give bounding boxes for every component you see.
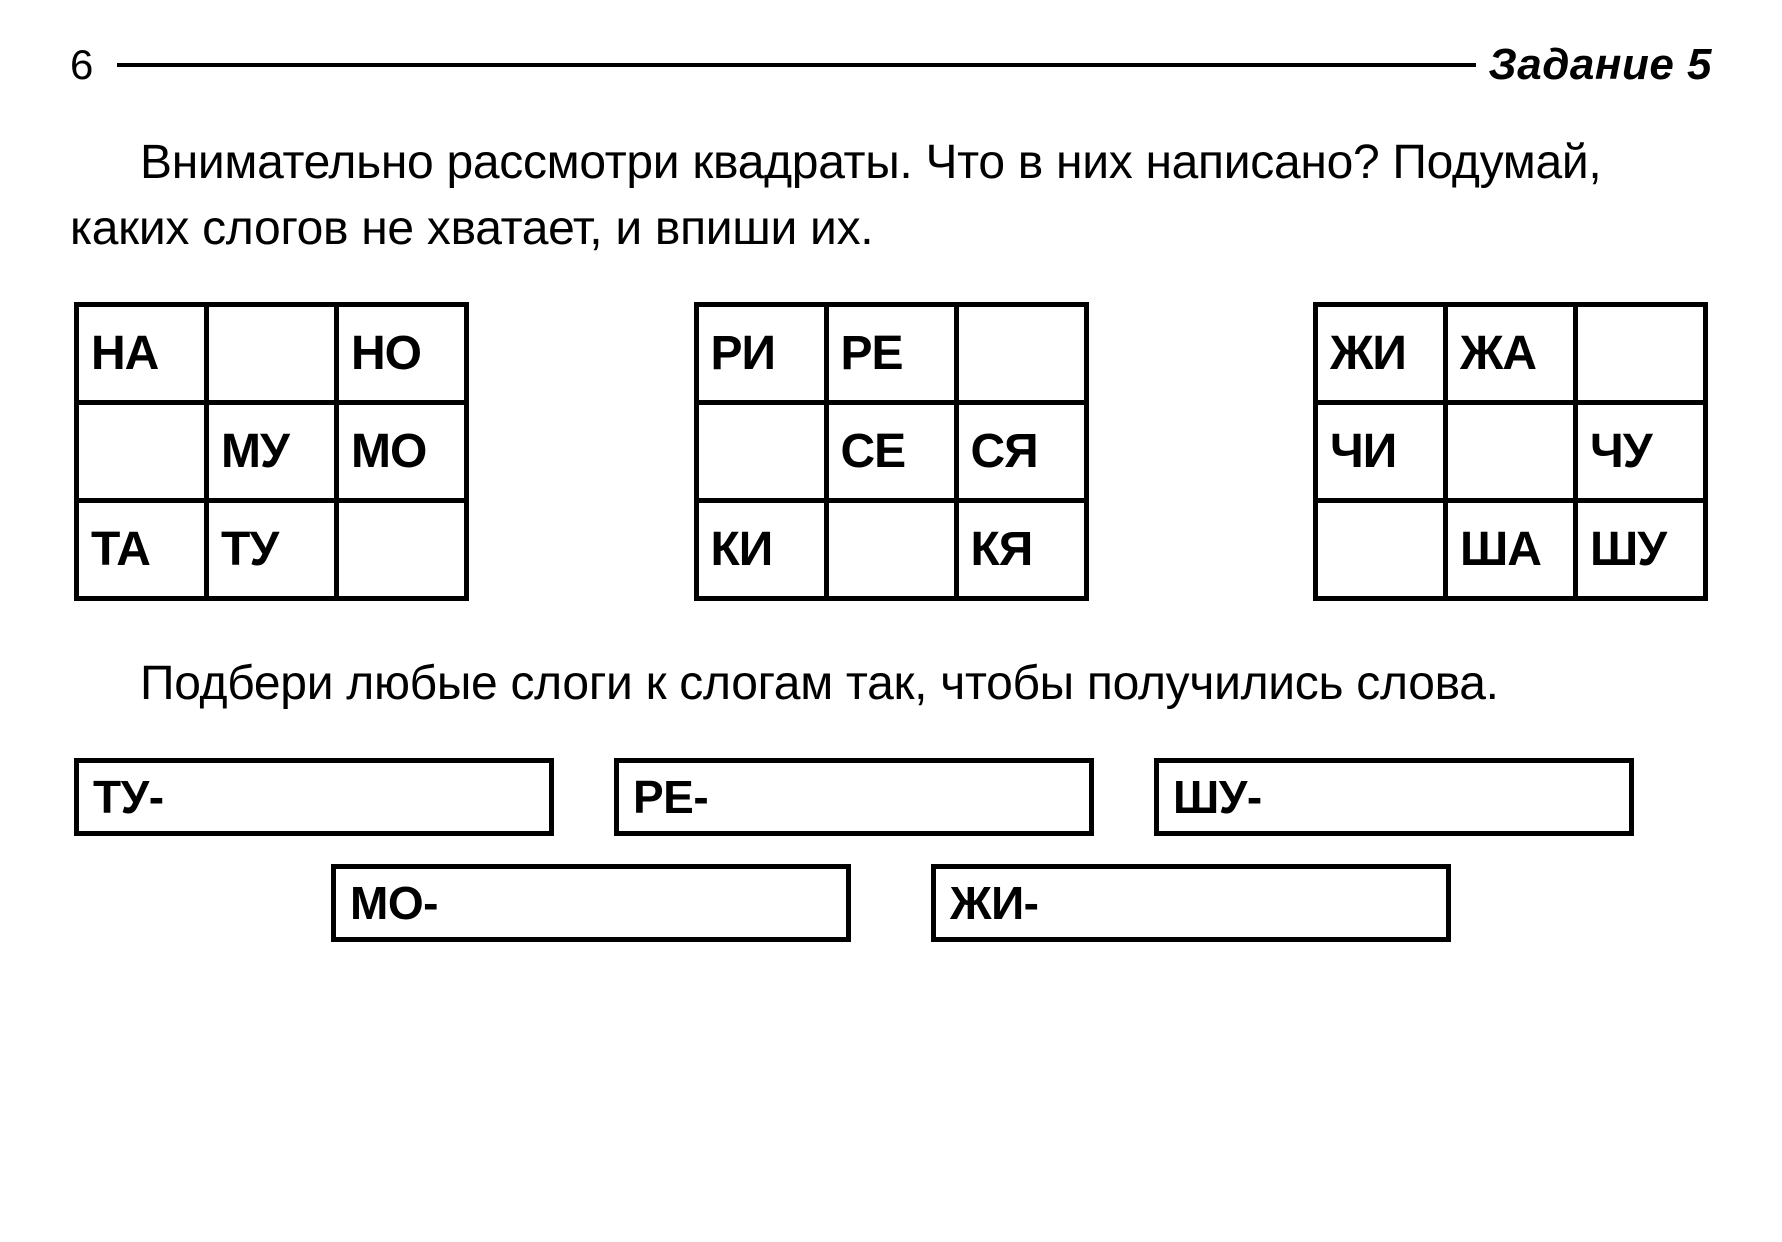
word-boxes-container: ТУ- РЕ- ШУ- МО- ЖИ- xyxy=(70,758,1712,942)
grid-cell[interactable]: ШУ xyxy=(1576,501,1706,599)
word-box[interactable]: ТУ- xyxy=(74,758,554,836)
grid-cell[interactable]: КЯ xyxy=(956,501,1086,599)
page-header: 6 Задание 5 xyxy=(70,40,1712,90)
grid-cell[interactable]: ЖИ xyxy=(1316,305,1446,403)
grid-cell[interactable]: ТУ xyxy=(207,501,337,599)
grid-cell[interactable]: МУ xyxy=(207,403,337,501)
instruction-1: Внимательно рассмотри квадраты. Что в ни… xyxy=(70,130,1712,262)
grid-cell[interactable]: СЕ xyxy=(826,403,956,501)
instruction-2-text: Подбери любые слоги к слогам так, чтобы … xyxy=(140,657,1499,710)
syllable-grid-1: НА НО МУ МО ТА ТУ xyxy=(74,302,469,601)
syllable-grid-2: РИ РЕ СЕ СЯ КИ КЯ xyxy=(694,302,1089,601)
grid-cell[interactable]: ЧИ xyxy=(1316,403,1446,501)
task-label: Задание 5 xyxy=(1488,40,1712,90)
grid-cell[interactable] xyxy=(696,403,826,501)
grid-cell[interactable] xyxy=(77,403,207,501)
grids-container: НА НО МУ МО ТА ТУ РИ РЕ xyxy=(70,302,1712,601)
grid-cell[interactable]: НО xyxy=(337,305,467,403)
grid-cell[interactable]: НА xyxy=(77,305,207,403)
grid-cell[interactable]: МО xyxy=(337,403,467,501)
grid-cell[interactable] xyxy=(1576,305,1706,403)
grid-cell[interactable]: ЖА xyxy=(1446,305,1576,403)
grid-cell[interactable] xyxy=(826,501,956,599)
grid-cell[interactable]: ЧУ xyxy=(1576,403,1706,501)
grid-cell[interactable]: РИ xyxy=(696,305,826,403)
grid-cell[interactable]: КИ xyxy=(696,501,826,599)
grid-cell[interactable]: ША xyxy=(1446,501,1576,599)
instruction-1-text: Внимательно рассмотри квадраты. Что в ни… xyxy=(70,136,1601,255)
word-box[interactable]: РЕ- xyxy=(614,758,1094,836)
grid-cell[interactable] xyxy=(337,501,467,599)
grid-cell[interactable] xyxy=(207,305,337,403)
grid-cell[interactable]: ТА xyxy=(77,501,207,599)
grid-cell[interactable]: СЯ xyxy=(956,403,1086,501)
word-box[interactable]: МО- xyxy=(331,864,851,942)
grid-cell[interactable] xyxy=(956,305,1086,403)
syllable-grid-3: ЖИ ЖА ЧИ ЧУ ША ШУ xyxy=(1313,302,1708,601)
word-box[interactable]: ЖИ- xyxy=(931,864,1451,942)
word-row-1: ТУ- РЕ- ШУ- xyxy=(74,758,1708,836)
grid-cell[interactable]: РЕ xyxy=(826,305,956,403)
instruction-2: Подбери любые слоги к слогам так, чтобы … xyxy=(70,651,1712,717)
grid-cell[interactable] xyxy=(1316,501,1446,599)
word-box[interactable]: ШУ- xyxy=(1154,758,1634,836)
page-number: 6 xyxy=(70,41,93,89)
word-row-2: МО- ЖИ- xyxy=(74,864,1708,942)
worksheet-page: 6 Задание 5 Внимательно рассмотри квадра… xyxy=(0,0,1782,1242)
header-rule xyxy=(117,63,1476,67)
grid-cell[interactable] xyxy=(1446,403,1576,501)
